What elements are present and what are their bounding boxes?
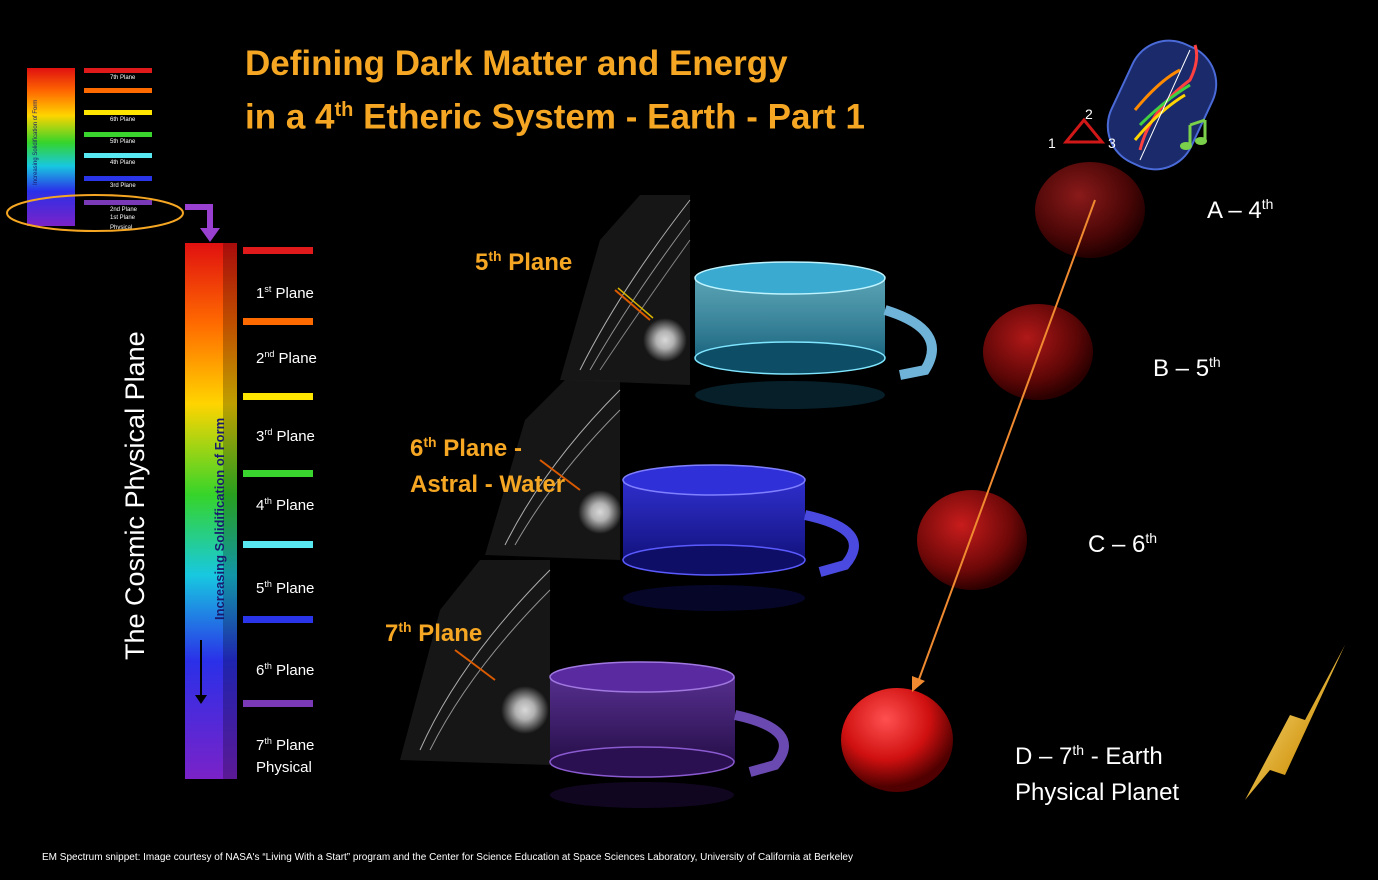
plane-swatch xyxy=(243,541,313,548)
title-line-2: in a 4th Etheric System - Earth - Part 1 xyxy=(245,87,865,141)
down-arrow-icon xyxy=(195,695,207,704)
title-line-2-pre: in a 4 xyxy=(245,97,335,137)
mini-swatch xyxy=(84,132,152,137)
plane-swatch xyxy=(243,393,313,400)
sphere-label-d: D – 7th - Earth Physical Planet xyxy=(1015,732,1179,811)
lightning-bolt-icon xyxy=(1245,645,1345,800)
sphere-label-a: A – 4th xyxy=(1207,196,1274,224)
plane-label-extra: Physical xyxy=(256,759,312,776)
mini-swatch-label: 4th Plane xyxy=(110,160,136,166)
mini-swatch xyxy=(84,176,152,181)
mini-bottom-label: 1st Plane xyxy=(110,215,136,221)
sphere-c xyxy=(917,490,1027,590)
cylinder-6th-plane xyxy=(622,464,859,611)
triangle-number-2: 2 xyxy=(1085,106,1093,122)
sphere-a xyxy=(1035,162,1145,258)
main-spectrum-bar xyxy=(185,243,237,779)
cosmic-physical-plane-label: The Cosmic Physical Plane xyxy=(120,331,150,660)
descent-arrow xyxy=(917,199,1096,683)
plane-title-6: 6th Plane - Astral - Water xyxy=(410,424,565,503)
connector-arrow xyxy=(185,204,213,232)
plane-swatch xyxy=(243,700,313,707)
mini-swatch xyxy=(84,88,152,93)
plane-swatch xyxy=(243,470,313,477)
title-line-2-sup: th xyxy=(334,99,354,121)
plane-label: 3rd Plane xyxy=(256,427,315,445)
triangle-icon xyxy=(1062,117,1106,144)
cylinder-5th-plane xyxy=(694,261,937,409)
triangle-number-3: 3 xyxy=(1108,135,1116,151)
plane-label: 1st Plane xyxy=(256,284,314,302)
mini-swatch-label: 2nd Plane xyxy=(110,207,138,213)
mini-bottom-label-2: Physical xyxy=(110,225,133,231)
down-arrow-shaft xyxy=(200,640,202,700)
plane-swatch xyxy=(243,318,313,325)
plane-label: 7th Plane Physical xyxy=(256,730,314,779)
credit-text: EM Spectrum snippet: Image courtesy of N… xyxy=(42,852,853,863)
sphere-d xyxy=(841,688,953,792)
sphere-label-d-line2: Physical Planet xyxy=(1015,779,1180,806)
cylinder-7th-plane xyxy=(549,661,789,808)
plane-label: 2nd Plane xyxy=(256,349,317,367)
em-spectrum-fan-5 xyxy=(560,195,691,385)
title-line-2-post: Etheric System - Earth - Part 1 xyxy=(353,97,865,137)
plane-swatch xyxy=(243,247,313,254)
mini-swatch-label: 5th Plane xyxy=(110,139,136,145)
plane-title-6-line2: Astral - Water xyxy=(410,471,566,498)
mini-swatch-label: 7th Plane xyxy=(110,75,136,81)
plane-label: 6th Plane xyxy=(256,661,315,679)
plane-title-5: 5th Plane xyxy=(475,248,573,276)
plane-title-7: 7th Plane xyxy=(385,619,483,647)
mini-swatch xyxy=(84,68,152,73)
plane-label: 5th Plane xyxy=(256,579,315,597)
title-line-1: Defining Dark Matter and Energy xyxy=(245,44,788,83)
page-title: Defining Dark Matter and Energy in a 4th… xyxy=(245,40,865,141)
em-spectrum-fan-6 xyxy=(485,380,622,560)
connector-arrowhead xyxy=(200,228,220,242)
em-spectrum-fan-7 xyxy=(400,560,551,765)
plane-swatch xyxy=(243,616,313,623)
sphere-label-c: C – 6th xyxy=(1088,530,1158,558)
mini-swatch-label: 6th Plane xyxy=(110,117,136,123)
music-note-icon xyxy=(1180,118,1207,150)
triangle-number-1: 1 xyxy=(1048,135,1056,151)
main-bar-vertical-text: Increasing Solidification of Form xyxy=(212,417,227,620)
sphere-b xyxy=(983,304,1093,400)
plane-label: 4th Plane xyxy=(256,496,315,514)
sphere-label-b: B – 5th xyxy=(1153,354,1221,382)
highlight-ellipse xyxy=(6,194,184,232)
mini-swatch xyxy=(84,110,152,115)
helix-icon xyxy=(1106,39,1218,171)
descent-arrowhead xyxy=(912,676,925,692)
mini-swatch xyxy=(84,200,152,205)
mini-swatch xyxy=(84,153,152,158)
mini-swatch-label: 3rd Plane xyxy=(110,183,136,189)
